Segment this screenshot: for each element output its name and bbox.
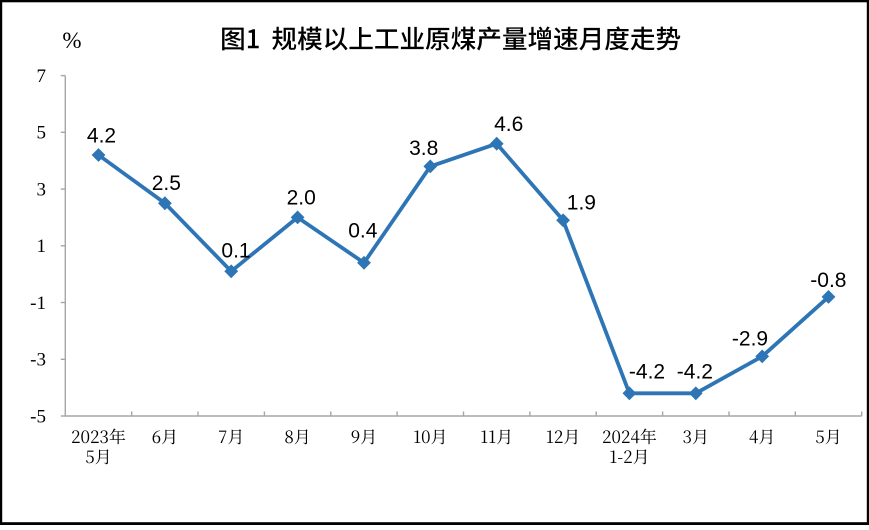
svg-text:1: 1 — [37, 236, 47, 257]
svg-text:%: % — [62, 28, 81, 53]
svg-text:2.0: 2.0 — [287, 187, 316, 210]
svg-text:-0.8: -0.8 — [810, 269, 846, 292]
svg-text:3: 3 — [37, 179, 47, 200]
svg-text:0.4: 0.4 — [348, 220, 378, 243]
svg-text:-4.2: -4.2 — [677, 361, 713, 384]
svg-text:3.8: 3.8 — [409, 137, 438, 160]
svg-text:-3: -3 — [30, 350, 46, 371]
svg-text:5: 5 — [37, 123, 47, 144]
svg-text:4.2: 4.2 — [87, 125, 116, 148]
svg-text:7: 7 — [37, 66, 47, 87]
svg-text:4.6: 4.6 — [494, 113, 523, 136]
svg-text:1.9: 1.9 — [567, 192, 596, 215]
svg-text:2.5: 2.5 — [152, 172, 181, 195]
svg-text:-4.2: -4.2 — [629, 361, 665, 384]
svg-text:-5: -5 — [30, 406, 46, 427]
svg-text:-2.9: -2.9 — [732, 328, 768, 351]
svg-text:-1: -1 — [30, 293, 46, 314]
svg-text:0.1: 0.1 — [221, 239, 250, 262]
